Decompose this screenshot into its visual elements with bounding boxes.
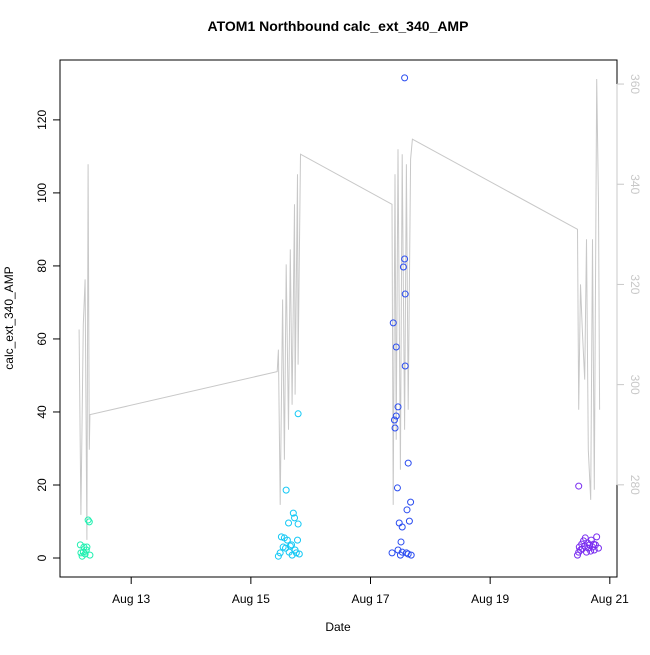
- line: [78, 78, 601, 540]
- point: [407, 551, 415, 559]
- point: [593, 533, 601, 541]
- point: [282, 486, 290, 494]
- y2-tick-label: 360: [628, 74, 642, 94]
- point: [392, 343, 400, 351]
- point: [401, 290, 409, 298]
- point: [404, 550, 412, 558]
- point: [76, 541, 84, 549]
- point: [394, 403, 402, 411]
- point: [294, 410, 302, 418]
- x-tick-label: Aug 17: [351, 592, 389, 606]
- point: [274, 552, 282, 560]
- y-tick-label: 20: [35, 478, 49, 492]
- point: [405, 517, 413, 525]
- point: [294, 520, 302, 528]
- point: [286, 542, 294, 550]
- point: [294, 536, 302, 544]
- point: [289, 509, 297, 517]
- y-tick-label: 80: [35, 259, 49, 273]
- y-tick-label: 60: [35, 332, 49, 346]
- point: [292, 549, 300, 557]
- x-tick-label: Aug 13: [112, 592, 150, 606]
- point: [403, 506, 411, 514]
- point: [398, 523, 406, 531]
- point: [295, 550, 303, 558]
- x-tick-label: Aug 19: [471, 592, 509, 606]
- y2-tick-label: 280: [628, 475, 642, 495]
- x-tick-label: Aug 21: [591, 592, 629, 606]
- point: [587, 547, 595, 555]
- point: [276, 549, 284, 557]
- point: [401, 255, 409, 263]
- y2-tick-label: 320: [628, 274, 642, 294]
- y-tick-label: 100: [35, 183, 49, 203]
- point: [399, 263, 407, 271]
- y-tick-label: 40: [35, 405, 49, 419]
- point: [590, 546, 598, 554]
- point: [404, 459, 412, 467]
- point: [407, 498, 415, 506]
- y2-tick-label: 300: [628, 375, 642, 395]
- point: [85, 518, 93, 526]
- point: [395, 519, 403, 527]
- point: [388, 549, 396, 557]
- y2-tick-label: 340: [628, 174, 642, 194]
- point: [277, 533, 285, 541]
- point: [285, 519, 293, 527]
- x-axis-label: Date: [325, 620, 351, 634]
- point: [84, 516, 92, 524]
- point: [401, 362, 409, 370]
- point: [575, 482, 583, 490]
- point: [594, 544, 602, 552]
- y-axis-label: calc_ext_340_AMP: [2, 266, 16, 369]
- point: [81, 550, 89, 558]
- point: [391, 424, 399, 432]
- point: [82, 546, 90, 554]
- point: [390, 416, 398, 424]
- point: [392, 412, 400, 420]
- point: [389, 319, 397, 327]
- y-tick-label: 0: [35, 554, 49, 561]
- point: [397, 538, 405, 546]
- plot-frame: [59, 59, 618, 578]
- point: [83, 543, 91, 551]
- point: [393, 484, 401, 492]
- point: [288, 551, 296, 559]
- x-tick-label: Aug 15: [232, 592, 270, 606]
- point: [401, 74, 409, 82]
- point: [86, 551, 94, 559]
- chart-title: ATOM1 Northbound calc_ext_340_AMP: [208, 18, 469, 34]
- point: [288, 541, 296, 549]
- point: [291, 514, 299, 522]
- point: [283, 536, 291, 544]
- point: [582, 548, 590, 556]
- y-tick-label: 120: [35, 110, 49, 130]
